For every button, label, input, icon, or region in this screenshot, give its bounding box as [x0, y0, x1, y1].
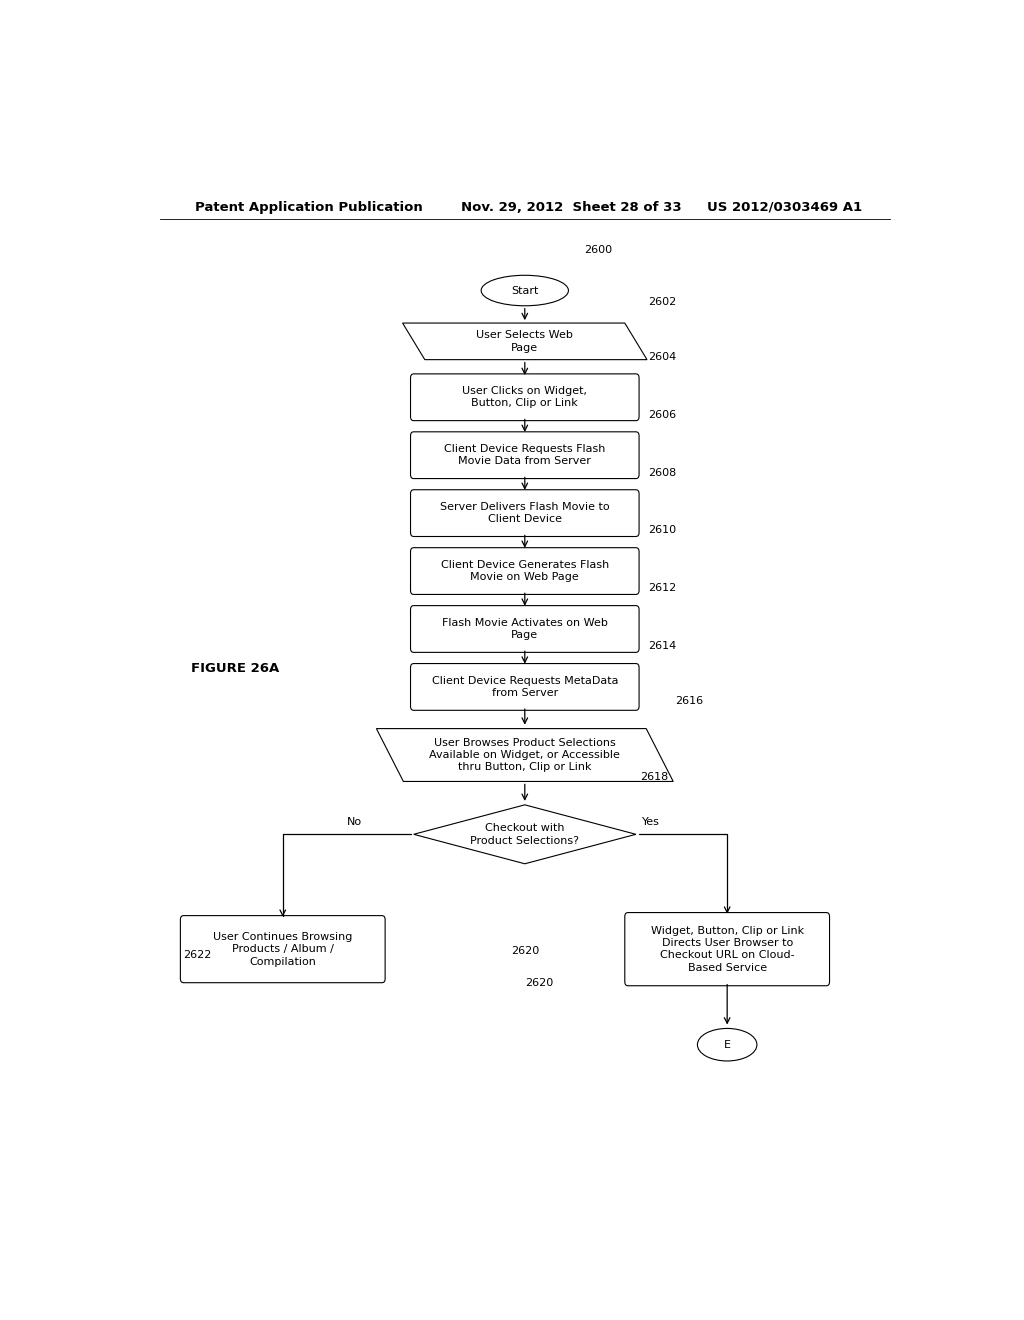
Text: Start: Start — [511, 285, 539, 296]
Text: Client Device Requests Flash
Movie Data from Server: Client Device Requests Flash Movie Data … — [444, 444, 605, 466]
FancyBboxPatch shape — [411, 432, 639, 479]
Text: Flash Movie Activates on Web
Page: Flash Movie Activates on Web Page — [442, 618, 607, 640]
Text: 2612: 2612 — [648, 583, 676, 594]
Text: 2620: 2620 — [524, 978, 553, 987]
Text: Server Delivers Flash Movie to
Client Device: Server Delivers Flash Movie to Client De… — [440, 502, 609, 524]
Text: 2618: 2618 — [640, 772, 668, 783]
Text: 2614: 2614 — [648, 642, 676, 651]
FancyBboxPatch shape — [625, 912, 829, 986]
Text: Client Device Requests MetaData
from Server: Client Device Requests MetaData from Ser… — [431, 676, 618, 698]
Text: 2600: 2600 — [585, 246, 612, 255]
Text: 2606: 2606 — [648, 409, 676, 420]
Text: Patent Application Publication: Patent Application Publication — [196, 201, 423, 214]
Text: Yes: Yes — [642, 817, 660, 828]
Text: Nov. 29, 2012  Sheet 28 of 33: Nov. 29, 2012 Sheet 28 of 33 — [461, 201, 682, 214]
Text: US 2012/0303469 A1: US 2012/0303469 A1 — [708, 201, 862, 214]
Ellipse shape — [481, 276, 568, 306]
FancyBboxPatch shape — [180, 916, 385, 982]
Text: FIGURE 26A: FIGURE 26A — [191, 663, 280, 675]
FancyBboxPatch shape — [411, 548, 639, 594]
Polygon shape — [377, 729, 673, 781]
FancyBboxPatch shape — [411, 374, 639, 421]
Text: 2610: 2610 — [648, 525, 676, 536]
Text: 2616: 2616 — [676, 696, 703, 706]
Text: User Selects Web
Page: User Selects Web Page — [476, 330, 573, 352]
Text: 2604: 2604 — [648, 351, 676, 362]
FancyBboxPatch shape — [411, 664, 639, 710]
Text: No: No — [347, 817, 362, 828]
Polygon shape — [402, 323, 647, 359]
Ellipse shape — [697, 1028, 757, 1061]
FancyBboxPatch shape — [411, 606, 639, 652]
Text: E: E — [724, 1040, 731, 1049]
Text: User Browses Product Selections
Available on Widget, or Accessible
thru Button, : User Browses Product Selections Availabl… — [429, 738, 621, 772]
Text: 2620: 2620 — [511, 946, 539, 956]
Polygon shape — [414, 805, 636, 863]
Text: 2608: 2608 — [648, 467, 676, 478]
FancyBboxPatch shape — [411, 490, 639, 536]
Text: Client Device Generates Flash
Movie on Web Page: Client Device Generates Flash Movie on W… — [440, 560, 609, 582]
Text: Widget, Button, Clip or Link
Directs User Browser to
Checkout URL on Cloud-
Base: Widget, Button, Clip or Link Directs Use… — [650, 925, 804, 973]
Text: 2602: 2602 — [648, 297, 676, 306]
Text: User Clicks on Widget,
Button, Clip or Link: User Clicks on Widget, Button, Clip or L… — [462, 385, 588, 408]
Text: 2622: 2622 — [183, 950, 212, 961]
Text: Checkout with
Product Selections?: Checkout with Product Selections? — [470, 824, 580, 846]
Text: User Continues Browsing
Products / Album /
Compilation: User Continues Browsing Products / Album… — [213, 932, 352, 966]
